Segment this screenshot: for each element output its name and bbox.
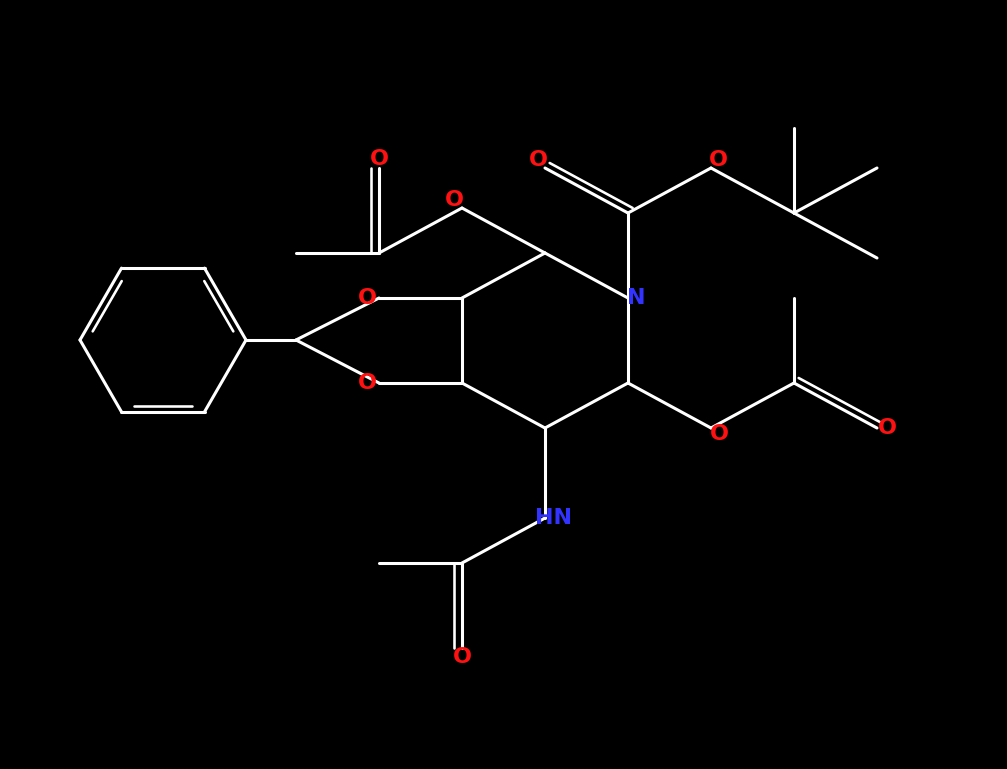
Text: O: O <box>529 150 548 170</box>
Text: O: O <box>370 148 389 168</box>
Text: O: O <box>877 418 896 438</box>
Text: O: O <box>357 373 377 393</box>
Text: O: O <box>444 190 463 210</box>
Text: O: O <box>357 288 377 308</box>
Text: O: O <box>710 424 728 444</box>
Text: O: O <box>709 150 727 170</box>
Text: HN: HN <box>535 508 572 528</box>
Text: N: N <box>626 288 645 308</box>
Text: O: O <box>452 647 471 667</box>
